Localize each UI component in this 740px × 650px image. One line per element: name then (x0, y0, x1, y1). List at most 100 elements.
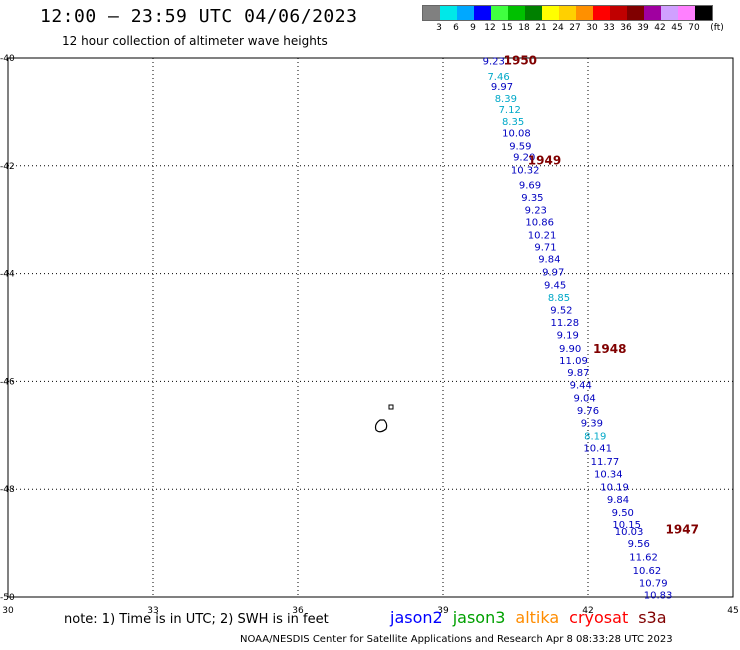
latitude-tick-label: -40 (0, 54, 15, 64)
island-outline (388, 404, 394, 410)
satellite-label: altika (515, 608, 560, 627)
legend-swatch (610, 6, 627, 20)
wave-height-value: 8.39 (495, 94, 517, 105)
wave-height-value: 7.12 (499, 105, 521, 116)
legend-tick-label: 30 (586, 23, 598, 33)
legend-tick-label: 21 (535, 23, 547, 33)
legend-swatch (644, 6, 661, 20)
wave-height-value: 9.87 (567, 368, 589, 379)
color-legend: 3 6 9 12 15 18 21 24 27 30 33 36 39 42 45 70 (ft) (422, 5, 724, 35)
wave-height-value: 11.77 (591, 457, 620, 468)
wave-height-value: 9.69 (519, 181, 541, 192)
legend-swatch (576, 6, 593, 20)
wave-height-value: 9.39 (581, 418, 603, 429)
wave-height-value: 10.32 (511, 166, 540, 177)
wave-height-value: 11.62 (629, 553, 658, 564)
legend-swatch (457, 6, 474, 20)
legend-tick-label: 3 (436, 23, 442, 33)
map-title: 12:00 – 23:59 UTC 04/06/2023 (40, 6, 358, 27)
wave-height-value: 7.46 (487, 72, 509, 83)
legend-swatch (491, 6, 508, 20)
wave-height-value: 9.44 (570, 381, 592, 392)
wave-height-value: 9.84 (607, 495, 629, 506)
wave-height-value: 10.62 (633, 566, 662, 577)
longitude-tick-label: 39 (437, 606, 449, 616)
legend-tick-label: 39 (637, 23, 649, 33)
wave-height-value: 9.23 (483, 57, 505, 68)
wave-height-value: 9.19 (557, 331, 579, 342)
legend-tick-label: 70 (688, 23, 700, 33)
latitude-tick-label: -44 (0, 270, 15, 280)
longitude-tick-label: 45 (727, 606, 738, 616)
wave-height-value: 9.97 (542, 267, 564, 278)
wave-height-value: 9.52 (550, 306, 572, 317)
satellite-label: cryosat (569, 608, 629, 627)
longitude-tick-label: 42 (582, 606, 593, 616)
wave-height-value: 9.35 (521, 193, 543, 204)
legend-tick-label: 42 (654, 23, 666, 33)
latitude-tick-label: -46 (0, 377, 15, 387)
legend-swatch (508, 6, 525, 20)
wave-height-value: 9.23 (525, 205, 547, 216)
wave-height-value: 9.71 (534, 243, 556, 254)
legend-swatch (542, 6, 559, 20)
longitude-tick-label: 30 (2, 606, 14, 616)
legend-swatches (422, 5, 713, 21)
legend-swatch (474, 6, 491, 20)
legend-swatch (627, 6, 644, 20)
latitude-tick-label: -48 (0, 485, 15, 495)
legend-tick-label: 6 (453, 23, 459, 33)
legend-labels: 3 6 9 12 15 18 21 24 27 30 33 36 39 42 45 70 (ft) (422, 21, 724, 35)
satellite-label: jason2 (390, 608, 443, 627)
legend-unit-label: (ft) (710, 23, 724, 33)
legend-swatch (423, 6, 440, 20)
island-outline (374, 419, 388, 433)
wave-height-value: 8.19 (584, 431, 606, 442)
legend-tick-label: 12 (484, 23, 496, 33)
footnote: note: 1) Time is in UTC; 2) SWH is in fe… (64, 612, 329, 627)
wave-height-value: 9.50 (612, 508, 634, 519)
legend-swatch (695, 6, 712, 20)
wave-height-value: 10.41 (583, 444, 612, 455)
satellite-label: s3a (638, 608, 667, 627)
time-label: 1947 (666, 523, 699, 537)
wave-height-value: 9.90 (559, 344, 581, 355)
legend-swatch (559, 6, 576, 20)
wave-height-value: 9.84 (538, 255, 560, 266)
wave-height-value: 8.35 (502, 117, 524, 128)
wave-height-value: 9.04 (573, 394, 595, 405)
wave-height-value: 10.34 (594, 470, 623, 481)
satellite-legend: jason2 jason3 altika cryosat s3a (390, 608, 667, 627)
legend-swatch (593, 6, 610, 20)
legend-swatch (661, 6, 678, 20)
legend-tick-label: 45 (671, 23, 683, 33)
wave-height-value: 10.83 (644, 590, 673, 601)
legend-tick-label: 24 (552, 23, 564, 33)
latitude-tick-label: -50 (0, 593, 15, 603)
wave-height-value: 9.56 (628, 539, 650, 550)
legend-swatch (525, 6, 542, 20)
legend-tick-label: 15 (501, 23, 513, 33)
legend-tick-label: 36 (620, 23, 632, 33)
map-frame (7, 57, 734, 598)
longitude-tick-label: 33 (147, 606, 158, 616)
legend-tick-label: 18 (518, 23, 530, 33)
time-label: 1948 (593, 342, 626, 356)
wave-height-value: 9.76 (577, 406, 599, 417)
map-subtitle: 12 hour collection of altimeter wave hei… (62, 34, 328, 48)
wave-height-value: 10.19 (600, 483, 629, 494)
wave-height-value: 11.09 (559, 356, 588, 367)
longitude-tick-label: 36 (292, 606, 304, 616)
time-label: 1949 (528, 153, 561, 167)
wave-height-value: 9.20 (513, 153, 535, 164)
wave-height-value: 9.59 (509, 141, 531, 152)
wave-height-value: 10.79 (639, 578, 668, 589)
wave-height-value: 10.21 (528, 230, 557, 241)
legend-swatch (440, 6, 457, 20)
wave-height-value: 9.45 (544, 280, 566, 291)
legend-tick-label: 27 (569, 23, 581, 33)
satellite-label: jason3 (452, 608, 506, 627)
wave-height-value: 9.97 (491, 82, 513, 93)
legend-swatch (678, 6, 695, 20)
